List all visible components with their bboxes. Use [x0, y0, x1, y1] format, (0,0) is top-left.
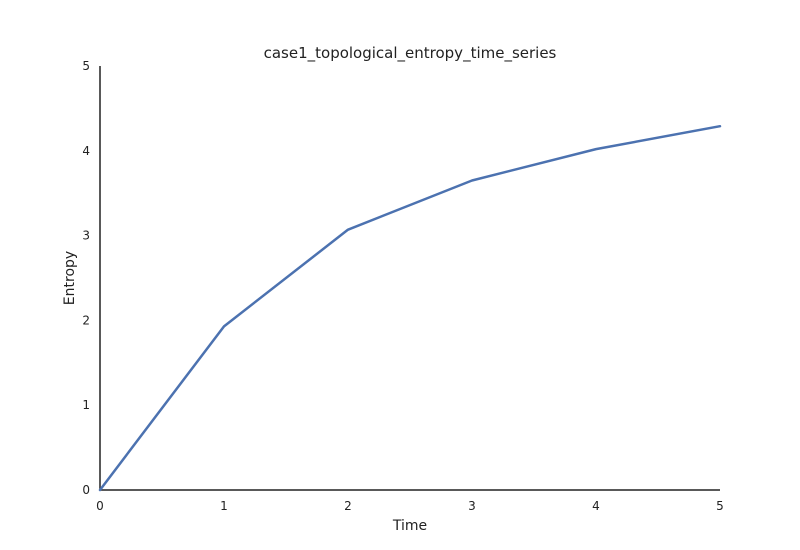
y-tick-label: 3: [82, 229, 90, 243]
x-tick-label: 0: [96, 499, 104, 513]
x-tick-labels: 0 1 2 3 4 5: [96, 499, 724, 513]
y-axis-label: Entropy: [62, 251, 78, 305]
x-tick-label: 3: [468, 499, 476, 513]
y-tick-label: 2: [82, 313, 90, 327]
x-tick-label: 2: [344, 499, 352, 513]
y-tick-label: 1: [82, 398, 90, 412]
y-tick-labels: 0 1 2 3 4 5: [82, 59, 90, 497]
chart-title: case1_topological_entropy_time_series: [264, 44, 557, 63]
y-tick-label: 5: [82, 59, 90, 73]
series-line: [98, 124, 722, 492]
x-axis-label: Time: [392, 518, 427, 534]
x-tick-label: 5: [716, 499, 724, 513]
y-tick-label: 4: [82, 144, 90, 158]
y-tick-label: 0: [82, 483, 90, 497]
x-tick-label: 4: [592, 499, 600, 513]
series-group: [98, 124, 722, 492]
x-tick-label: 1: [220, 499, 228, 513]
